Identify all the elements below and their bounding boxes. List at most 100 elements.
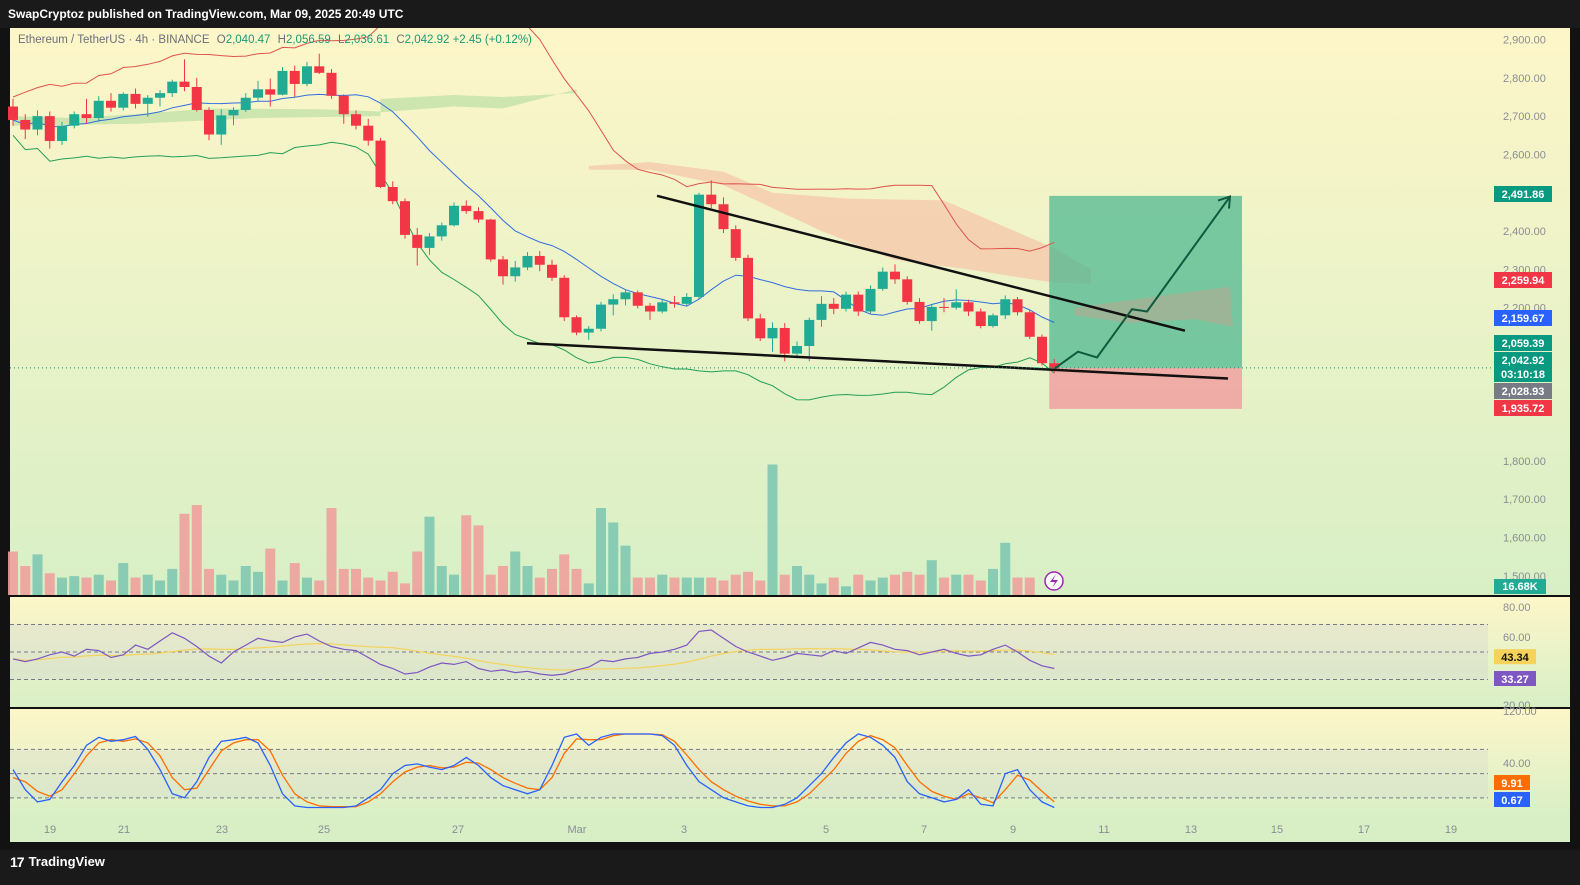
axis-tick-label: 2,400.00	[1503, 226, 1546, 238]
axis-tick-label: 120.00	[1503, 706, 1537, 718]
volume-bar	[596, 508, 606, 595]
candle-body	[877, 271, 888, 289]
volume-bar	[8, 551, 18, 595]
volume-bar	[436, 566, 447, 595]
volume-bar	[265, 548, 276, 595]
volume-bar	[583, 583, 594, 595]
stoch-badge-bg	[1494, 792, 1530, 807]
volume-bar	[363, 577, 374, 595]
price-badge-bg	[1494, 400, 1552, 416]
upper-band-line	[12, 28, 1055, 252]
candle-body	[155, 93, 165, 98]
volume-bar	[645, 577, 655, 595]
volume-bar	[387, 571, 398, 595]
candle-body	[375, 140, 386, 187]
candle-body	[289, 70, 300, 84]
volume-bar	[142, 574, 153, 595]
price-badge: 1,935.72	[1494, 400, 1552, 416]
volume-bar	[130, 577, 141, 595]
volume-bar	[988, 568, 998, 595]
axis-tick-label: 15	[1271, 824, 1283, 836]
high-value: 2,056.59	[285, 34, 331, 46]
volume-bar	[302, 577, 312, 595]
candle-body	[681, 296, 692, 304]
candle-body	[69, 114, 80, 126]
volume-bar	[277, 580, 288, 595]
volume-bar	[804, 574, 815, 595]
change-value: +2.45 (+0.12%)	[452, 34, 532, 46]
volume-bar	[57, 577, 67, 595]
candle-body	[718, 204, 729, 230]
volume-bar	[902, 571, 913, 595]
candle-body	[106, 100, 116, 108]
candle-body	[890, 271, 900, 280]
candle-body	[461, 205, 472, 212]
lightning-icon-glyph	[1050, 574, 1058, 588]
candle-body	[363, 125, 374, 141]
candle-body	[743, 257, 753, 319]
candle-body	[804, 319, 815, 346]
candle-body	[485, 219, 496, 260]
price-badge-label: 03:10:18	[1501, 369, 1545, 381]
axis-tick-label: 21	[118, 824, 130, 836]
volume-bar	[816, 583, 827, 595]
candle-body	[253, 89, 263, 98]
volume-bar	[926, 560, 937, 595]
axis-tick-label: 2,800.00	[1503, 73, 1546, 85]
volume-bar	[547, 568, 557, 595]
volume-bar	[632, 577, 643, 595]
volume-bar	[179, 513, 190, 595]
volume-bar	[1024, 577, 1035, 595]
volume-bar	[155, 580, 165, 595]
candle-body	[93, 100, 104, 119]
lower-band-line	[12, 134, 1055, 401]
candle-body	[1024, 312, 1035, 337]
axis-tick-label: 3	[681, 824, 687, 836]
stoch-badge-bg	[1494, 775, 1530, 790]
axis-tick-label: 1,600.00	[1503, 533, 1546, 545]
candle-body	[865, 288, 876, 312]
candle-body	[779, 327, 790, 354]
tradingview-logo[interactable]: 17 TradingView	[10, 852, 105, 872]
candle-body	[706, 194, 717, 205]
axis-tick-label: 1,700.00	[1503, 494, 1546, 506]
volume-bar	[289, 563, 300, 595]
candle-body	[645, 305, 655, 312]
volume-bar	[485, 574, 496, 595]
kumo-cloud-bear	[588, 162, 1091, 284]
volume-bar	[118, 563, 129, 595]
close-value: 2,042.92	[404, 34, 450, 46]
volume-bar	[204, 568, 214, 595]
volume-bar	[412, 551, 423, 595]
price-chart[interactable]: 2,900.00 2,800.00 2,700.00 2,600.00 2,400.00…	[0, 28, 1580, 850]
axis-tick-label: 17	[1358, 824, 1370, 836]
middle-band-line	[12, 93, 1055, 323]
rsi-badge-label: 33.27	[1501, 674, 1529, 686]
volume-bar	[375, 580, 386, 595]
candle-body	[351, 114, 361, 126]
volume-bar	[743, 571, 753, 595]
volume-bar	[767, 464, 778, 595]
volume-bar	[81, 577, 92, 595]
open-value: 2,040.47	[225, 34, 271, 46]
candle-body	[142, 97, 153, 104]
price-badge-label: 2,491.86	[1502, 189, 1545, 201]
volume-bar	[559, 554, 570, 595]
volume-bar	[69, 576, 80, 595]
volume-bar	[191, 505, 202, 595]
rsi-badge-label: 43.34	[1501, 652, 1529, 664]
axis-tick-label: 11	[1098, 824, 1109, 836]
stoch-pane-background	[10, 709, 1570, 818]
forecast-path	[1054, 195, 1231, 370]
candle-body	[596, 304, 606, 329]
volume-bar	[44, 573, 55, 595]
candle-body	[1037, 336, 1047, 364]
volume-bar	[865, 580, 876, 595]
volume-bar	[706, 577, 717, 595]
price-badge: 2,491.86	[1494, 186, 1552, 202]
candle-body	[240, 97, 251, 110]
candle-body	[583, 328, 594, 333]
kumo-cloud-bull	[380, 89, 577, 113]
volume-badge-label: 16.68K	[1502, 581, 1538, 593]
candle-body	[498, 259, 508, 277]
